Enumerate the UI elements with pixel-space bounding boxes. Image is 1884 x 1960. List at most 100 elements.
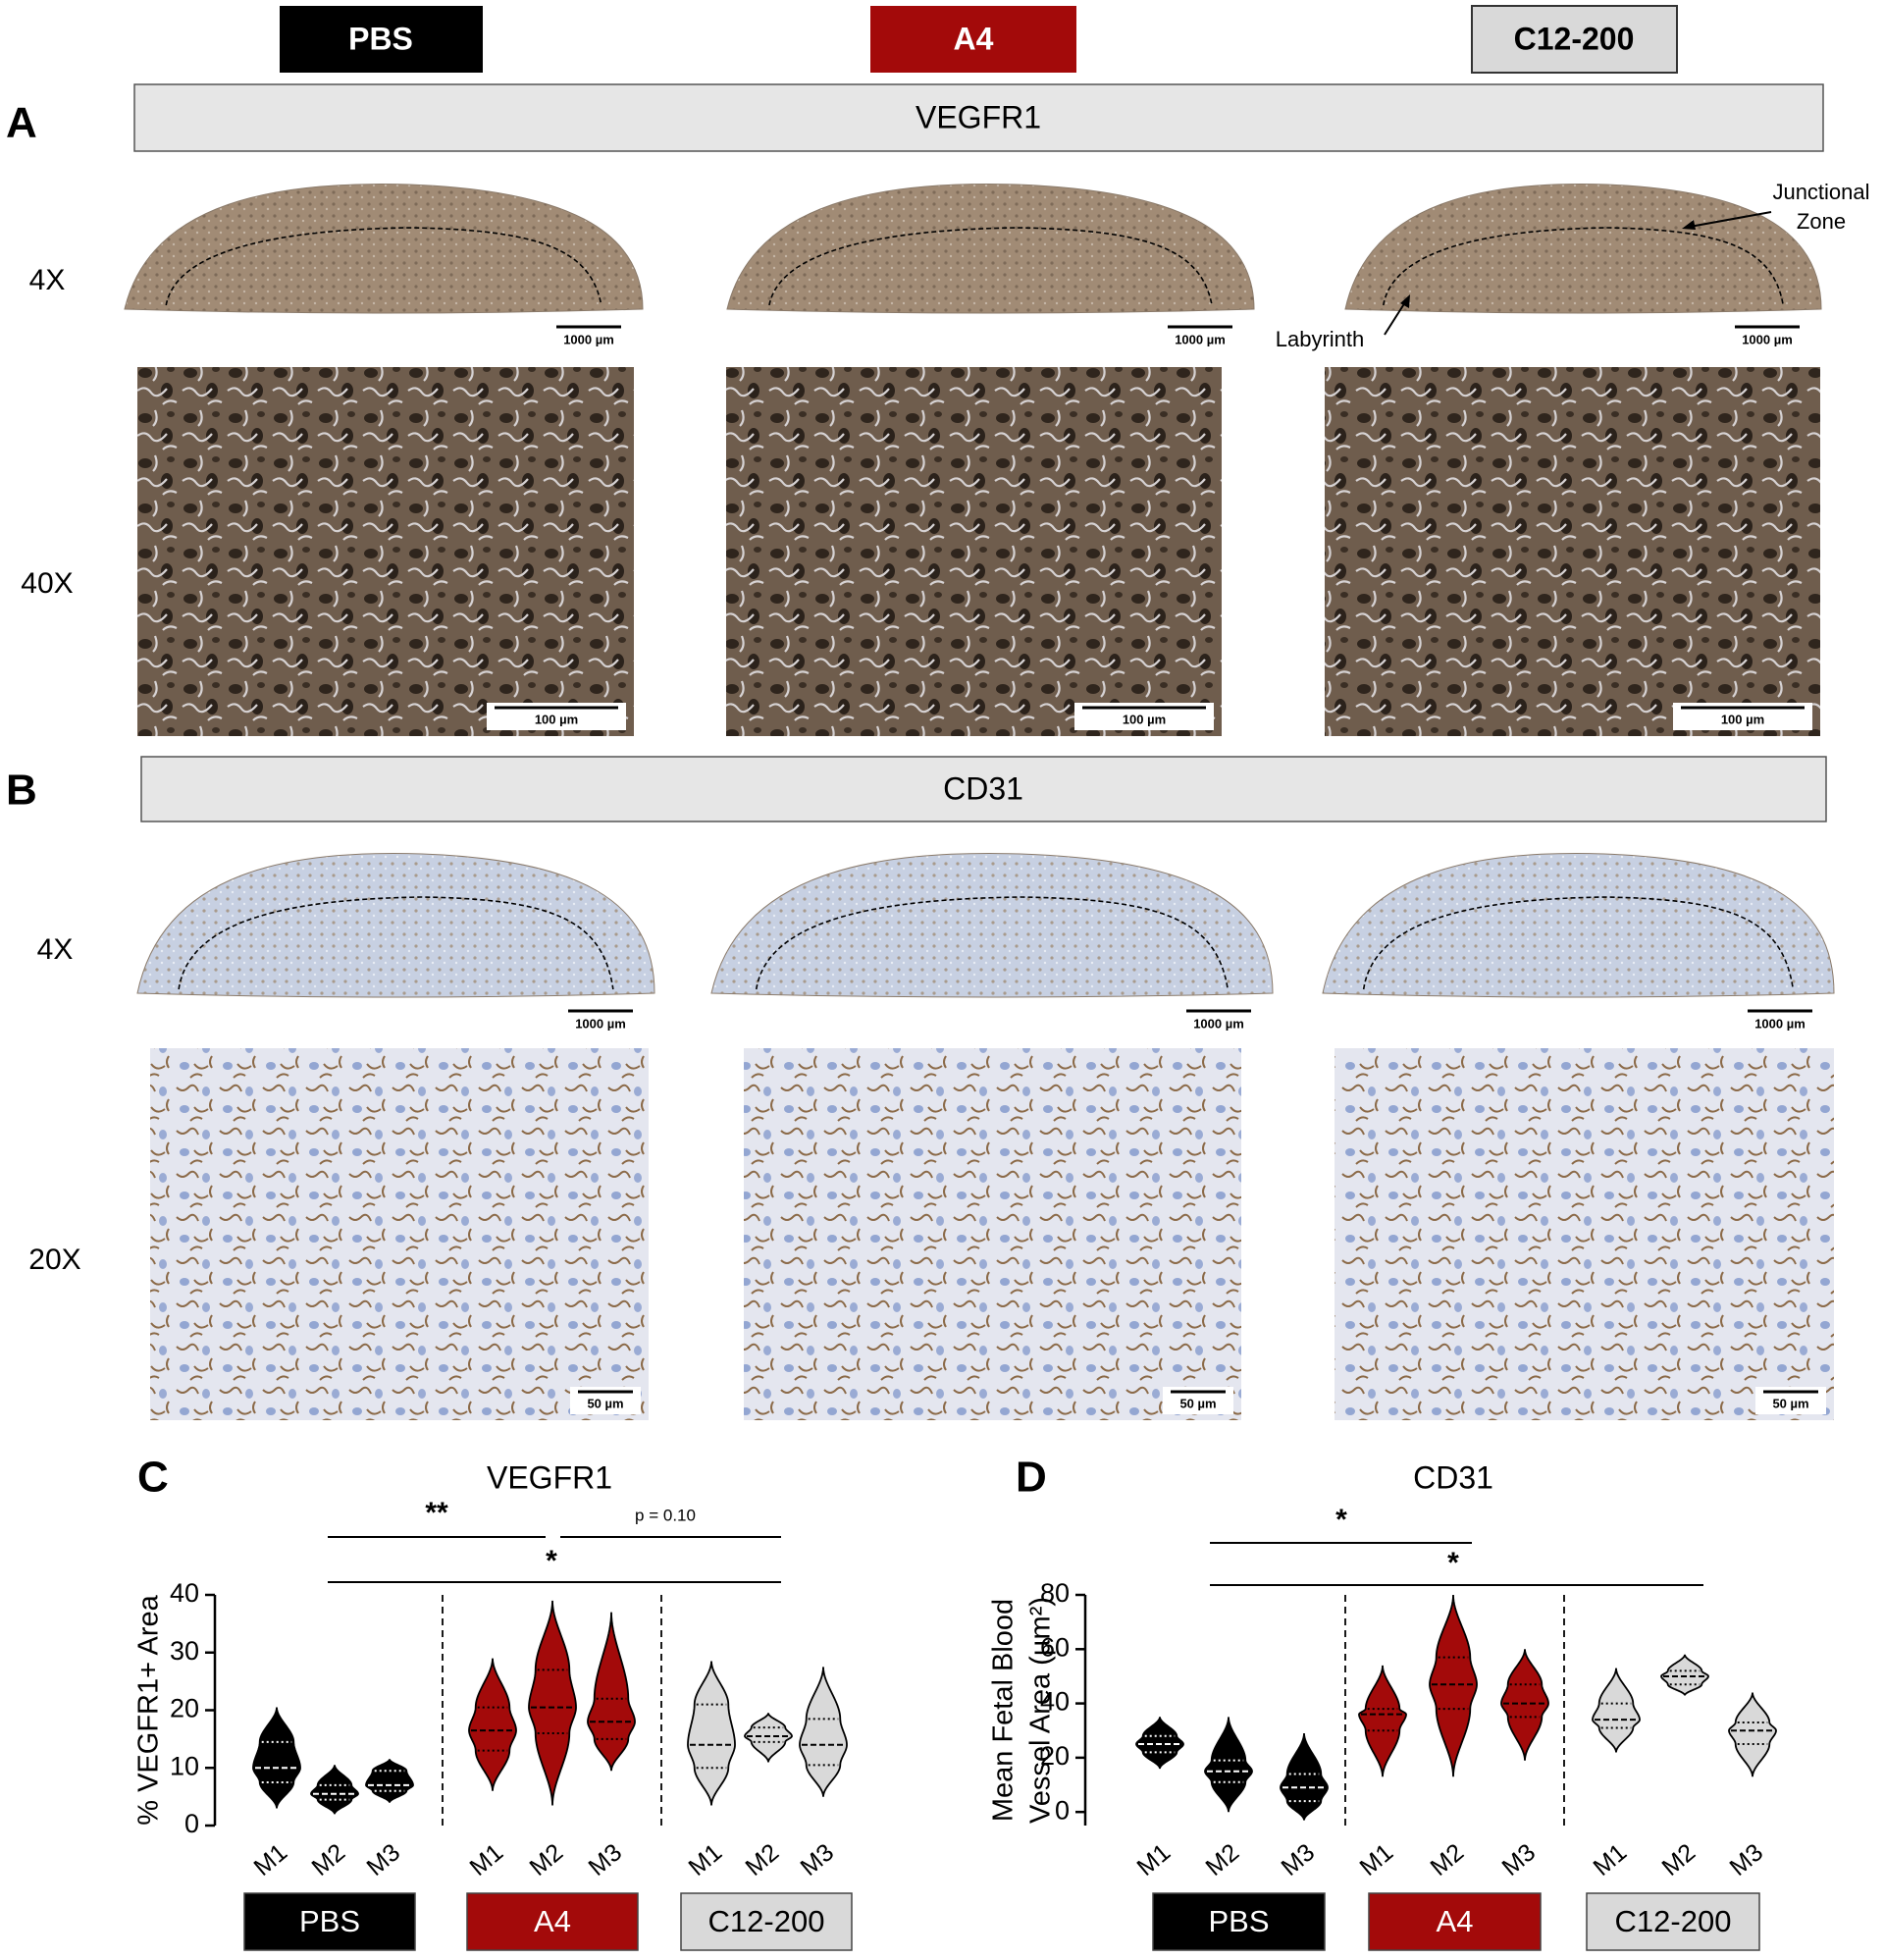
legend-label: A4 xyxy=(534,1904,571,1938)
x-tick-label: M3 xyxy=(361,1838,405,1881)
labyrinth-border xyxy=(755,896,1230,990)
y-tick-label: 0 xyxy=(184,1809,199,1838)
x-tick-label: M2 xyxy=(524,1838,568,1881)
y-axis-label: Mean Fetal Blood xyxy=(988,1599,1020,1822)
group-box xyxy=(280,6,483,73)
significance-label: * xyxy=(546,1545,557,1577)
labyrinth-border xyxy=(1362,896,1795,990)
row-label: 4X xyxy=(37,933,74,966)
micrograph xyxy=(726,367,1222,736)
arrowhead xyxy=(1400,294,1410,308)
x-tick-label: M1 xyxy=(248,1838,292,1881)
row-label: 20X xyxy=(28,1244,80,1276)
panel-title: VEGFR1 xyxy=(916,99,1041,134)
panel-title-bar xyxy=(140,756,1827,822)
group-label: PBS xyxy=(348,21,413,56)
legend-label: PBS xyxy=(299,1904,360,1938)
x-tick-label: M3 xyxy=(1496,1838,1541,1881)
tissue-section xyxy=(124,184,644,314)
legend-label: PBS xyxy=(1208,1904,1269,1938)
violin xyxy=(799,1667,848,1797)
micrograph xyxy=(137,367,634,736)
group-box xyxy=(1471,5,1678,74)
x-tick-label: M3 xyxy=(1724,1838,1768,1881)
legend-label: C12-200 xyxy=(1615,1904,1732,1938)
violin xyxy=(687,1661,736,1806)
y-tick-label: 0 xyxy=(1055,1795,1070,1825)
violin xyxy=(252,1707,301,1809)
annotation: Zone xyxy=(1797,209,1846,234)
chart-title: CD31 xyxy=(1413,1459,1493,1495)
violin xyxy=(1429,1594,1478,1777)
x-tick-label: M3 xyxy=(583,1838,627,1881)
x-tick-label: M3 xyxy=(795,1838,839,1881)
y-tick-label: 20 xyxy=(1040,1741,1070,1771)
violin xyxy=(1280,1732,1329,1821)
panel-title: CD31 xyxy=(943,770,1023,806)
x-tick-label: M3 xyxy=(1276,1838,1320,1881)
panel-letter: C xyxy=(137,1454,169,1502)
violin xyxy=(1728,1692,1777,1777)
micrograph xyxy=(1334,1048,1834,1420)
x-tick-label: M1 xyxy=(1131,1838,1176,1881)
scale-bar-label: 50 µm xyxy=(587,1396,623,1410)
legend-box xyxy=(243,1892,416,1951)
x-tick-label: M1 xyxy=(464,1838,508,1881)
legend-box xyxy=(1152,1892,1326,1951)
panel-title-bar xyxy=(133,83,1824,152)
labyrinth-border xyxy=(1383,227,1784,306)
labyrinth-border xyxy=(178,896,614,990)
legend-box xyxy=(680,1892,853,1951)
x-tick-label: M1 xyxy=(1354,1838,1398,1881)
legend-box xyxy=(466,1892,639,1951)
panel-letter: D xyxy=(1016,1454,1047,1502)
violin-chart: D CD31 Mean Fetal Blood Vessel Area (µm²)0 2… xyxy=(988,1454,1777,1951)
legend-box xyxy=(1368,1892,1542,1951)
violin xyxy=(528,1600,577,1806)
scale-bar-label: 1000 µm xyxy=(1175,332,1226,346)
legend-box xyxy=(1586,1892,1760,1951)
tissue-section xyxy=(726,184,1255,314)
x-tick-label: M2 xyxy=(306,1838,350,1881)
significance-label: ** xyxy=(425,1497,448,1529)
x-tick-label: M1 xyxy=(683,1838,727,1881)
scale-bar-label: 50 µm xyxy=(1772,1396,1808,1410)
group-box xyxy=(870,6,1076,73)
panel-letter: B xyxy=(6,767,37,815)
scale-bar-label: 1000 µm xyxy=(575,1016,626,1031)
tissue-section xyxy=(710,853,1274,998)
arrowhead xyxy=(1682,220,1696,230)
x-tick-label: M2 xyxy=(1200,1838,1244,1881)
y-axis-label: % VEGFR1+ Area xyxy=(133,1594,165,1825)
y-tick-label: 40 xyxy=(170,1578,199,1608)
violin xyxy=(1135,1717,1184,1770)
annotation: Labyrinth xyxy=(1276,327,1365,351)
scale-bar-label: 1000 µm xyxy=(1742,332,1793,346)
scale-bar-label: 100 µm xyxy=(535,712,578,726)
annotation: Junctional xyxy=(1772,180,1869,204)
labyrinth-border xyxy=(768,227,1213,306)
micrograph xyxy=(1325,367,1820,736)
arrow xyxy=(1689,211,1772,228)
violin xyxy=(1204,1717,1253,1813)
micrograph xyxy=(744,1048,1241,1420)
violin xyxy=(468,1658,517,1791)
row-label: 40X xyxy=(21,567,73,600)
group-label: C12-200 xyxy=(1514,21,1635,56)
violin xyxy=(1500,1649,1549,1761)
x-tick-label: M2 xyxy=(1656,1838,1701,1881)
panel-letter: A xyxy=(6,99,37,147)
y-axis-label: Vessel Area (µm²) xyxy=(1025,1597,1057,1824)
legend-label: A4 xyxy=(1437,1904,1474,1938)
labyrinth-border xyxy=(165,227,602,306)
violin xyxy=(744,1713,793,1763)
group-label: A4 xyxy=(954,21,994,56)
scale-bar-label: 100 µm xyxy=(1721,712,1764,726)
violin xyxy=(1358,1665,1407,1777)
y-tick-label: 40 xyxy=(1040,1687,1070,1717)
micrographs: 1000 µm 1000 µm 1000 µm 100 µm 100 µm 100 µm 1… xyxy=(124,184,1835,1420)
